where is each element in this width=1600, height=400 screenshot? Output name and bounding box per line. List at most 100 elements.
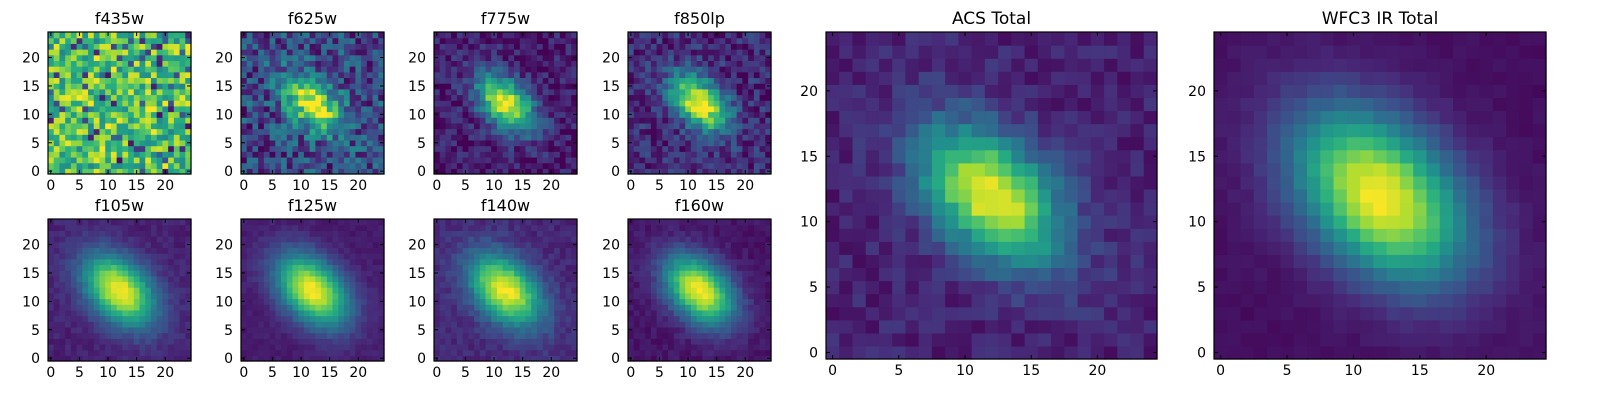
x-tick-label: 15 [128, 178, 146, 194]
heatmap-cell [690, 298, 698, 305]
heatmap-cell [139, 54, 146, 61]
heatmap-cell [145, 287, 152, 294]
heatmap-cell [696, 105, 703, 113]
heatmap-cell [82, 66, 89, 73]
heatmap-cell [439, 117, 447, 124]
heatmap-cell [753, 54, 761, 61]
heatmap-cell [456, 162, 464, 169]
heatmap-cell [246, 326, 254, 334]
heatmap-cell [571, 219, 578, 226]
heatmap-cell [303, 128, 311, 135]
heatmap-cell [519, 264, 527, 271]
heatmap-cell [742, 71, 749, 79]
heatmap-cell [292, 264, 299, 271]
heatmap-cell [502, 247, 509, 254]
heatmap-cell [372, 134, 379, 141]
heatmap-cell [76, 49, 83, 56]
x-tick-label: 10 [99, 365, 117, 381]
heatmap-cell [748, 49, 755, 56]
heatmap-cell [531, 309, 538, 317]
heatmap-cell [281, 54, 288, 61]
heatmap-cell [361, 139, 368, 147]
heatmap-cell [303, 338, 311, 345]
heatmap-cell [105, 253, 112, 260]
heatmap-cell [508, 224, 515, 231]
heatmap-cell [554, 241, 561, 248]
heatmap-cell [156, 60, 163, 67]
heatmap-cell [559, 43, 567, 50]
heatmap-cell [76, 66, 83, 73]
heatmap-cell [252, 281, 259, 288]
heatmap-cell [719, 309, 726, 317]
heatmap-cell [366, 332, 374, 339]
heatmap-cell [70, 139, 78, 147]
heatmap-cell [514, 292, 521, 300]
heatmap-cell [559, 145, 567, 152]
heatmap-cell [122, 332, 129, 339]
heatmap-cell [485, 287, 492, 294]
heatmap-cell [565, 230, 572, 237]
heatmap-cell [474, 134, 481, 141]
heatmap-cell [65, 275, 72, 283]
heatmap-cell [434, 292, 441, 300]
heatmap-cell [668, 105, 675, 113]
heatmap-cell [719, 111, 726, 118]
heatmap-cell [326, 321, 334, 328]
heatmap-cell [502, 281, 509, 288]
heatmap-cell [70, 236, 78, 243]
heatmap-cell [162, 83, 169, 90]
heatmap-cell [565, 258, 572, 266]
heatmap-cell [639, 145, 646, 152]
heatmap-cell [479, 355, 487, 362]
heatmap-cell [474, 71, 481, 79]
heatmap-cell [753, 309, 761, 317]
heatmap-cell [372, 230, 379, 237]
heatmap-cell [462, 230, 469, 237]
heatmap-cell [269, 270, 276, 277]
heatmap-cell [173, 88, 181, 96]
heatmap-cell [258, 326, 265, 334]
heatmap-cell [122, 343, 129, 351]
heatmap-cell [258, 298, 265, 305]
heatmap-cell [502, 292, 509, 300]
heatmap-cell [696, 37, 703, 44]
heatmap-cell [531, 94, 538, 101]
heatmap-cell [753, 304, 761, 311]
heatmap-cell [252, 37, 259, 44]
x-tick-label: 10 [679, 178, 697, 194]
y-tick-label: 15 [602, 79, 620, 95]
heatmap-cell [275, 241, 282, 248]
heatmap-cell [326, 230, 334, 237]
heatmap-cell [736, 304, 743, 311]
heatmap-cell [99, 287, 106, 294]
heatmap-cell [571, 315, 578, 322]
heatmap-cell [321, 304, 328, 311]
heatmap-cell [349, 241, 356, 248]
heatmap-cell [525, 264, 532, 271]
heatmap-cell [456, 326, 464, 334]
heatmap-cell [173, 230, 181, 237]
heatmap-cell [708, 117, 715, 124]
heatmap-cell [173, 304, 181, 311]
heatmap-cell [542, 287, 549, 294]
heatmap-cell [730, 309, 738, 317]
heatmap-cell [759, 298, 766, 305]
heatmap-cell [355, 100, 362, 107]
heatmap-cell [439, 88, 447, 96]
heatmap-cell [559, 32, 567, 39]
heatmap-cell [502, 111, 509, 118]
heatmap-cell [685, 304, 692, 311]
heatmap-cell [145, 100, 152, 107]
heatmap-cell [474, 139, 481, 147]
heatmap-cell [713, 326, 721, 334]
heatmap-cell [263, 321, 271, 328]
heatmap-cell [133, 224, 141, 231]
heatmap-cell [150, 298, 158, 305]
heatmap-cell [633, 105, 641, 113]
heatmap-cell [70, 355, 78, 362]
heatmap-cell [514, 54, 521, 61]
heatmap-cell [696, 355, 703, 362]
heatmap-cell [88, 151, 95, 158]
heatmap-cell [145, 168, 152, 175]
heatmap-cell [88, 32, 95, 39]
